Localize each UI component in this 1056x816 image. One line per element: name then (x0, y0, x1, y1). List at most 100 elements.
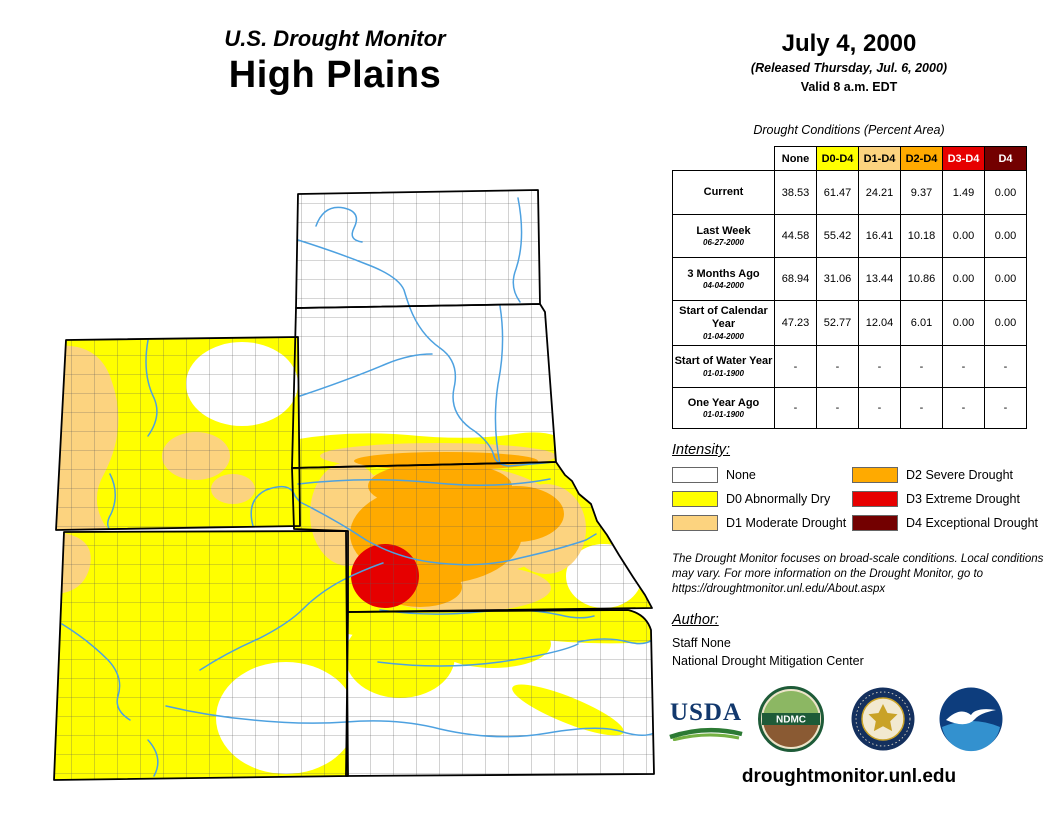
row-label-date: 01-04-2000 (703, 331, 744, 341)
legend-swatch-d1 (672, 514, 718, 531)
disclaimer-text: The Drought Monitor focuses on broad-sca… (672, 553, 1044, 596)
table-cell: - (942, 345, 985, 388)
table-cell: - (984, 387, 1027, 429)
row-label-text: Start of Water Year (674, 355, 773, 368)
table-corner-cell (673, 147, 775, 171)
author-title: Author: (672, 612, 719, 628)
legend-swatch-d2 (852, 466, 898, 483)
row-label-text: Start of Calendar Year (679, 305, 768, 330)
table-cell: 16.41 (858, 214, 901, 258)
table-cell: 44.58 (774, 214, 817, 258)
row-label: 3 Months Ago 04-04-2000 (672, 257, 775, 301)
table-cell: 0.00 (984, 214, 1027, 258)
table-cell: 24.21 (858, 170, 901, 215)
row-label: Last Week 06-27-2000 (672, 214, 775, 258)
river-line (577, 638, 653, 645)
noaa-seal-icon (939, 687, 1003, 752)
table-cell: 0.00 (942, 214, 985, 258)
legend-item-d1: D1 Moderate Drought (672, 514, 846, 531)
table-cell: - (858, 345, 901, 388)
row-label: Current (672, 170, 775, 215)
table-cell: 10.86 (900, 257, 943, 301)
table-cell: 47.23 (774, 300, 817, 346)
row-label: Start of Calendar Year 01-04-2000 (672, 300, 775, 346)
row-label-text: One Year Ago (687, 396, 760, 409)
table-cell: 0.00 (984, 300, 1027, 346)
row-label: One Year Ago 01-01-1900 (672, 387, 775, 429)
river-line (315, 206, 363, 243)
river-line (512, 197, 523, 303)
table-row-3-months-ago: 3 Months Ago 04-04-2000 68.94 31.06 13.4… (672, 257, 1027, 301)
row-label: Start of Water Year 01-01-1900 (672, 345, 775, 388)
legend-swatch-d0 (672, 490, 718, 507)
table-row-start-water-year: Start of Water Year 01-01-1900 - - - - -… (672, 345, 1027, 388)
col-header-d0-d4: D0-D4 (816, 146, 859, 171)
table-cell: - (774, 387, 817, 429)
row-label-date: 01-01-1900 (703, 410, 744, 420)
river-line (297, 478, 551, 486)
river-line (299, 501, 597, 566)
usda-logo: USDA (660, 700, 752, 746)
row-label-text: Current (703, 185, 744, 198)
table-row-current: Current 38.53 61.47 24.21 9.37 1.49 0.00 (672, 170, 1027, 215)
table-cell: 0.00 (942, 300, 985, 346)
row-label-text: 3 Months Ago (687, 267, 760, 280)
river-line (145, 339, 158, 437)
table-cell: 0.00 (984, 257, 1027, 301)
table-cell: 31.06 (816, 257, 859, 301)
table-cell: - (984, 345, 1027, 388)
col-header-none: None (774, 146, 817, 171)
legend-item-d0: D0 Abnormally Dry (672, 490, 830, 507)
table-cell: 9.37 (900, 170, 943, 215)
conditions-table: None D0-D4 D1-D4 D2-D4 D3-D4 D4 Current … (672, 146, 1027, 429)
table-cell: - (816, 387, 859, 429)
river-line (377, 643, 579, 667)
river-line (494, 305, 504, 465)
legend-swatch-d3 (852, 490, 898, 507)
table-cell: 13.44 (858, 257, 901, 301)
region-title: High Plains (228, 54, 442, 96)
river-line (165, 705, 654, 738)
river-line (107, 473, 116, 531)
legend-title: Intensity: (672, 442, 731, 458)
col-header-d3-d4: D3-D4 (942, 146, 985, 171)
table-cell: 1.49 (942, 170, 985, 215)
valid-time: Valid 8 a.m. EDT (800, 80, 898, 94)
row-label-date: 06-27-2000 (703, 238, 744, 248)
col-header-d4: D4 (984, 146, 1027, 171)
table-cell: 0.00 (942, 257, 985, 301)
table-row-last-week: Last Week 06-27-2000 44.58 55.42 16.41 1… (672, 214, 1027, 258)
row-label-text: Last Week (696, 224, 751, 237)
footer-url: droughtmonitor.unl.edu (741, 766, 957, 787)
table-cell: 6.01 (900, 300, 943, 346)
col-header-d2-d4: D2-D4 (900, 146, 943, 171)
row-label-date: 01-01-1900 (703, 368, 744, 378)
legend-swatch-none (672, 466, 718, 483)
table-cell: 12.04 (858, 300, 901, 346)
col-header-d1-d4: D1-D4 (858, 146, 901, 171)
table-cell: 10.18 (900, 214, 943, 258)
table-row-one-year-ago: One Year Ago 01-01-1900 - - - - - - (672, 387, 1027, 429)
river-line (297, 239, 411, 309)
table-cell: 38.53 (774, 170, 817, 215)
table-cell: 68.94 (774, 257, 817, 301)
legend-item-none: None (672, 466, 756, 483)
drought-map (48, 184, 658, 784)
usda-swoosh-icon (669, 727, 743, 742)
noaa-logo (938, 686, 1004, 757)
usda-wordmark: USDA (669, 699, 743, 726)
svg-text:NDMC: NDMC (776, 715, 806, 726)
river-line (199, 562, 384, 671)
row-label-date: 04-04-2000 (703, 281, 744, 291)
legend-item-d4: D4 Exceptional Drought (852, 514, 1038, 531)
high-plains-map-svg (53, 189, 655, 781)
rivers-layer (61, 197, 654, 777)
table-cell: 61.47 (816, 170, 859, 215)
table-cell: 0.00 (984, 170, 1027, 215)
table-cell: - (774, 345, 817, 388)
legend-swatch-d4 (852, 514, 898, 531)
legend-item-d2: D2 Severe Drought (852, 466, 1013, 483)
river-line (61, 623, 131, 721)
commerce-logo (850, 686, 916, 757)
ndmc-seal-icon: NDMC (758, 686, 824, 752)
